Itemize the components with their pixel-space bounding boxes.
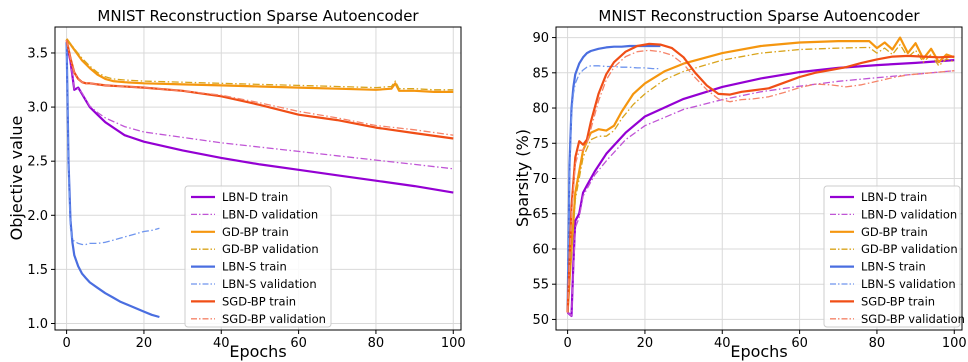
legend-label: SGD-BP validation	[861, 312, 965, 326]
series-line-lbn-d-validation	[65, 42, 454, 170]
series-line-gd-bp-train	[65, 38, 454, 94]
x-tick-label: 100	[441, 336, 466, 351]
y-tick-label: 80	[532, 102, 549, 117]
y-tick-label: 55	[532, 278, 549, 293]
legend-label: LBN-D train	[861, 190, 927, 204]
series-line-gd-bp-train	[566, 36, 955, 313]
y-tick-label: 2.5	[27, 155, 48, 170]
y-axis-label: Objective value	[7, 116, 26, 241]
legend-label: GD-BP train	[222, 225, 289, 239]
legend-label: LBN-S train	[861, 260, 926, 274]
y-tick-label: 3.0	[27, 101, 48, 116]
y-tick-label: 2.0	[27, 209, 48, 224]
series-line-sgd-bp-validation	[65, 39, 454, 136]
legend-label: LBN-S validation	[861, 277, 956, 291]
y-axis-label: Sparsity (%)	[513, 129, 532, 227]
series-line-gd-bp-validation	[566, 43, 955, 313]
x-tick-label: 100	[942, 336, 967, 351]
legend-label: LBN-S validation	[222, 277, 317, 291]
series-line-lbn-d-validation	[567, 70, 955, 317]
series-line-gd-bp-validation	[66, 38, 454, 91]
series-line-sgd-bp-train	[65, 39, 454, 140]
series-group	[566, 36, 955, 317]
y-tick-label: 50	[532, 313, 549, 328]
x-tick-label: 40	[213, 336, 230, 351]
series-line-sgd-bp-train	[566, 42, 955, 313]
legend-label: LBN-D train	[222, 190, 288, 204]
legend-label: LBN-D validation	[861, 207, 957, 221]
legend-label: GD-BP train	[861, 225, 928, 239]
x-axis-label: Epochs	[229, 342, 286, 361]
x-tick-label: 60	[791, 336, 808, 351]
series-line-lbn-s-train	[566, 44, 661, 313]
x-axis-label: Epochs	[730, 342, 787, 361]
x-tick-label: 0	[62, 336, 70, 351]
legend-label: GD-BP validation	[861, 242, 958, 256]
chart-panel-1: 0 20 40 60 80 100 1.0 1.5 2.0 2.5 3.0 3.5 MNIST Reco…	[7, 7, 466, 361]
x-tick-label: 0	[563, 336, 571, 351]
y-tick-label: 1.0	[27, 317, 48, 332]
series-line-sgd-bp-validation	[566, 49, 955, 313]
y-tick-label: 65	[532, 207, 549, 222]
y-tick-label: 60	[532, 242, 549, 257]
y-tick-label: 90	[532, 31, 549, 46]
chart-title: MNIST Reconstruction Sparse Autoencoder	[97, 7, 419, 25]
series-group	[65, 38, 454, 319]
legend: LBN-D train LBN-D validation GD-BP train GD…	[184, 185, 332, 328]
series-line-lbn-s-validation	[65, 42, 160, 246]
legend-label: LBN-S train	[222, 260, 287, 274]
x-tick-label: 20	[136, 336, 153, 351]
legend-label: GD-BP validation	[222, 242, 319, 256]
legend: LBN-D train LBN-D validation GD-BP train GD…	[823, 185, 965, 328]
series-line-lbn-s-validation	[566, 65, 661, 313]
x-tick-label: 40	[714, 336, 731, 351]
y-tick-label: 85	[532, 66, 549, 81]
legend-label: LBN-D validation	[222, 207, 318, 221]
chart-title: MNIST Reconstruction Sparse Autoencoder	[598, 7, 920, 25]
legend-box	[823, 185, 961, 328]
plot-frame	[54, 26, 462, 331]
legend-label: SGD-BP validation	[222, 312, 326, 326]
legend-box	[184, 185, 332, 328]
legend-label: SGD-BP train	[222, 294, 296, 308]
legend-label: SGD-BP train	[861, 294, 935, 308]
x-tick-label: 80	[368, 336, 385, 351]
y-tick-label: 3.5	[27, 46, 48, 61]
series-line-lbn-s-train	[65, 42, 160, 319]
x-tick-label: 80	[869, 336, 886, 351]
y-tick-label: 75	[532, 137, 549, 152]
x-tick-label: 20	[637, 336, 654, 351]
y-tick-label: 1.5	[27, 263, 48, 278]
y-tick-label: 70	[532, 172, 549, 187]
x-tick-label: 60	[290, 336, 307, 351]
chart-panel-2: 0 20 40 60 80 100 50 55 60 65 70 75 80 85 90 MNIST Reco…	[513, 7, 967, 361]
series-line-lbn-d-train	[65, 41, 454, 194]
